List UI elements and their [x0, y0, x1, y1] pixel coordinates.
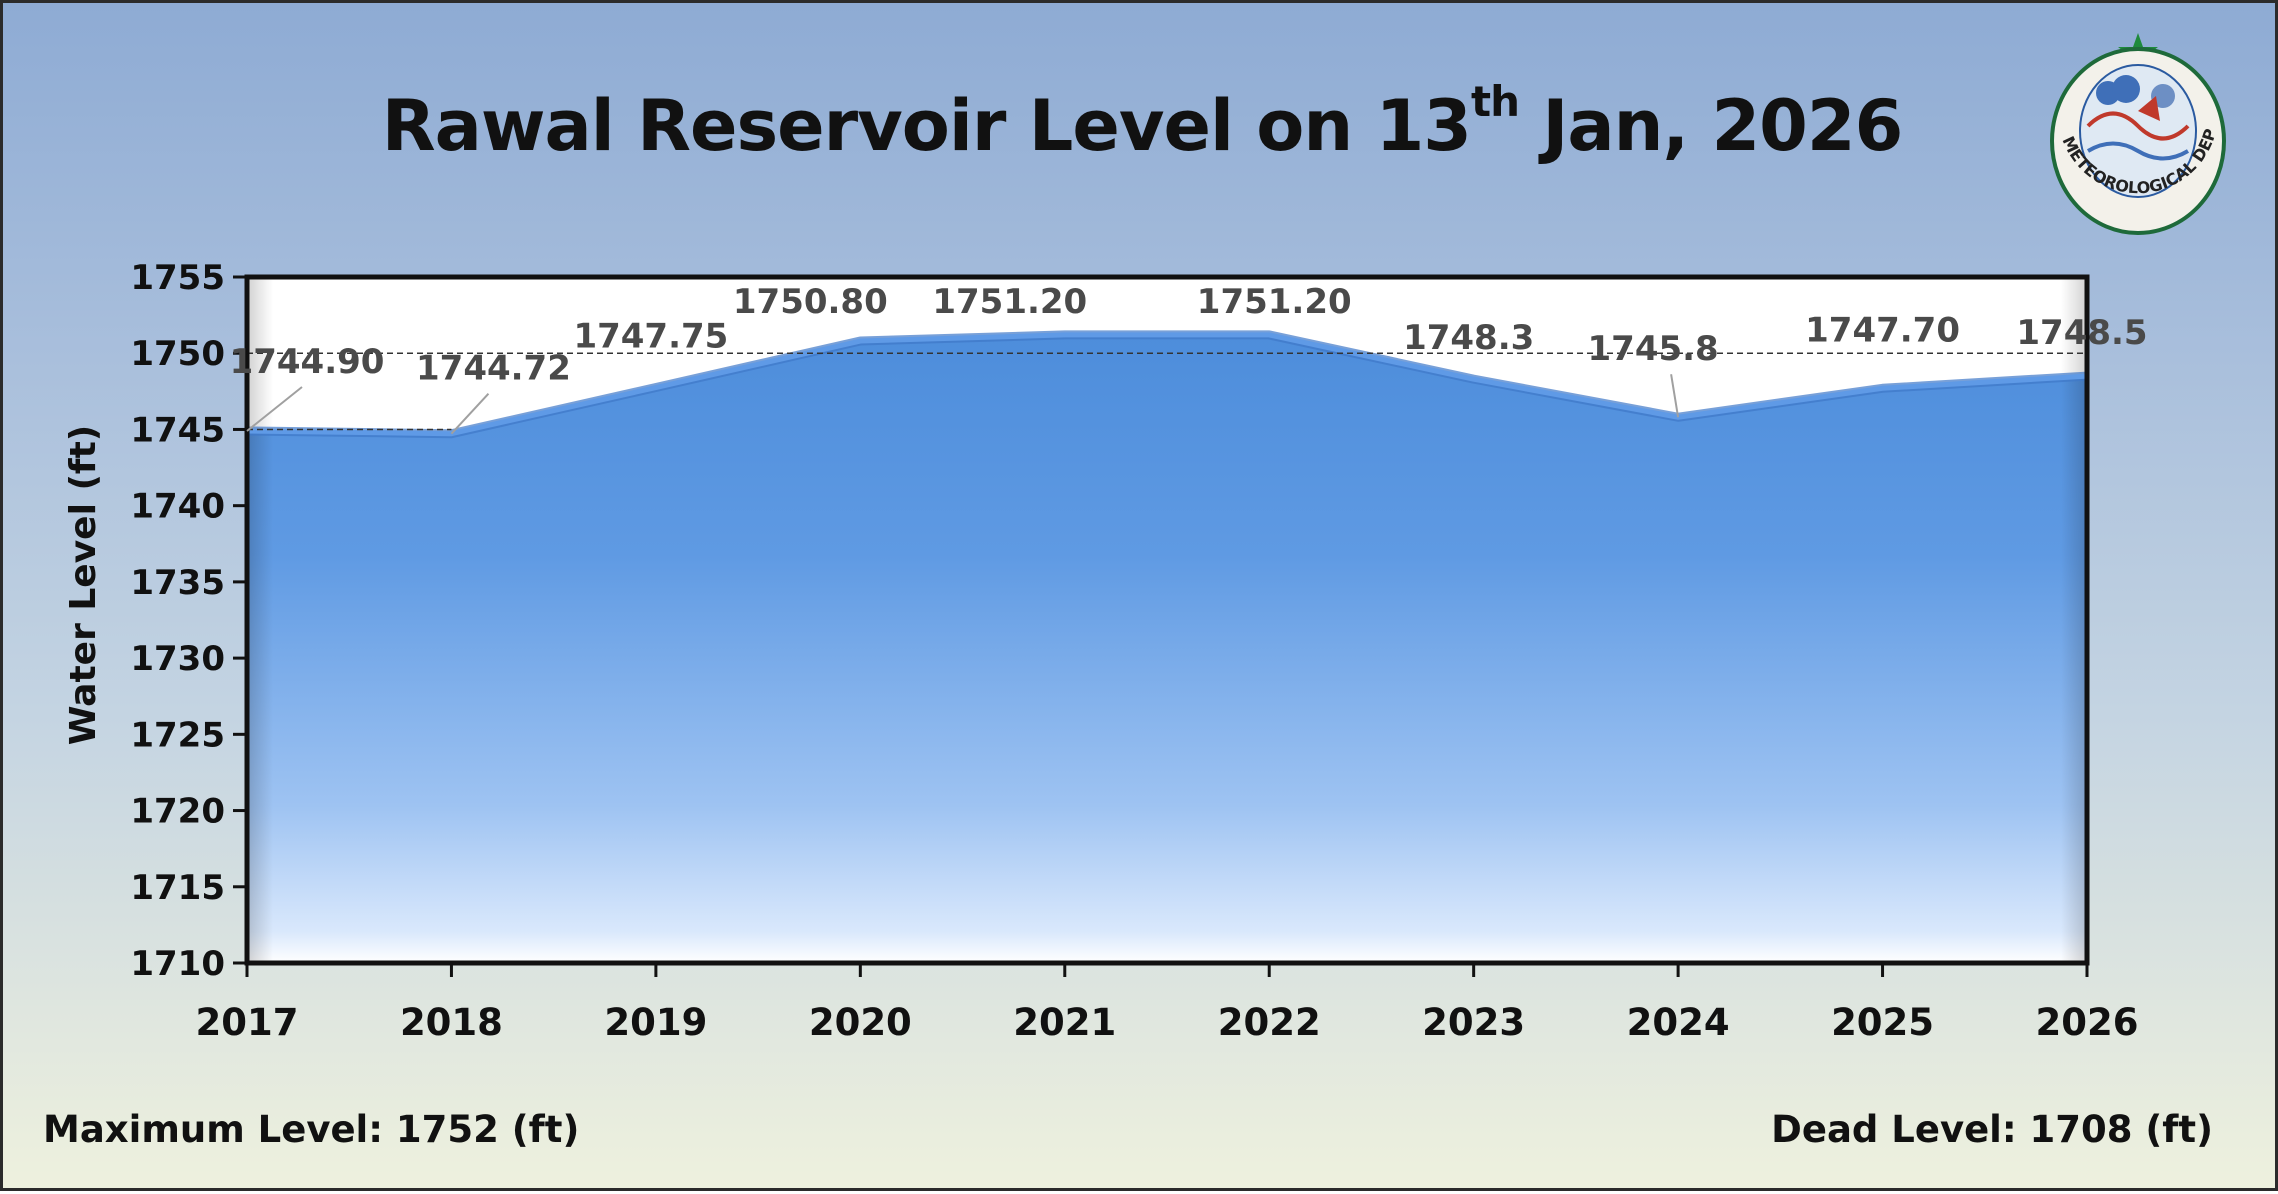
x-tick-label: 2026: [2036, 1001, 2139, 1044]
data-label-leader: [450, 393, 490, 435]
area-bevel-left: [247, 277, 273, 963]
y-tick-label: 1745: [130, 410, 225, 450]
data-label: 1744.90: [230, 342, 385, 382]
y-tick-label: 1725: [130, 715, 225, 755]
area-bevel-right: [2061, 277, 2087, 963]
y-tick-label: 1720: [130, 792, 225, 832]
y-tick-label: 1735: [130, 563, 225, 603]
data-label-leader: [246, 386, 303, 432]
y-tick-label: 1715: [130, 868, 225, 908]
pmd-logo: PAKISTAN METEOROLOGICAL DEPARTMENT: [2038, 31, 2226, 235]
maximum-level-note: Maximum Level: 1752 (ft): [43, 1108, 580, 1151]
data-label: 1745.8: [1588, 329, 1719, 369]
data-label: 1748.3: [1403, 318, 1534, 358]
series-area: [247, 334, 2087, 963]
y-tick-label: 1710: [130, 944, 225, 984]
chart-title: Rawal Reservoir Level on 13th Jan, 2026: [381, 77, 1904, 167]
data-label: 1750.80: [733, 282, 888, 322]
data-label: 1744.72: [416, 349, 571, 389]
x-tick-label: 2024: [1627, 1001, 1730, 1044]
x-tick-label: 2018: [400, 1001, 503, 1044]
y-axis-label: Water Level (ft): [63, 425, 104, 746]
x-tick-label: 2023: [1422, 1001, 1525, 1044]
x-tick-label: 2020: [809, 1001, 912, 1044]
dead-level-note: Dead Level: 1708 (ft): [1771, 1108, 2213, 1151]
plot-border: [244, 274, 2090, 966]
y-tick-label: 1750: [130, 334, 225, 374]
data-label: 1747.70: [1805, 310, 1960, 350]
x-tick-label: 2021: [1013, 1001, 1116, 1044]
x-tick-label: 2019: [604, 1001, 707, 1044]
reservoir-area-chart: 1755 1750 1745 1740 1735 1730 1725 1720 1715 1710…: [63, 258, 2148, 1044]
y-tick-label: 1755: [130, 258, 225, 298]
series-line: [246, 332, 2088, 437]
x-tick-label: 2025: [1831, 1001, 1934, 1044]
data-label: 1748.5: [2016, 313, 2147, 353]
data-label: 1751.20: [1197, 282, 1352, 322]
x-tick-label: 2022: [1218, 1001, 1321, 1044]
data-label: 1747.75: [573, 317, 728, 357]
y-tick-label: 1730: [130, 639, 225, 679]
y-tick-label: 1740: [130, 487, 225, 527]
x-tick-label: 2017: [196, 1001, 299, 1044]
data-label-leader: [1670, 374, 1680, 418]
data-label: 1751.20: [932, 282, 1087, 322]
